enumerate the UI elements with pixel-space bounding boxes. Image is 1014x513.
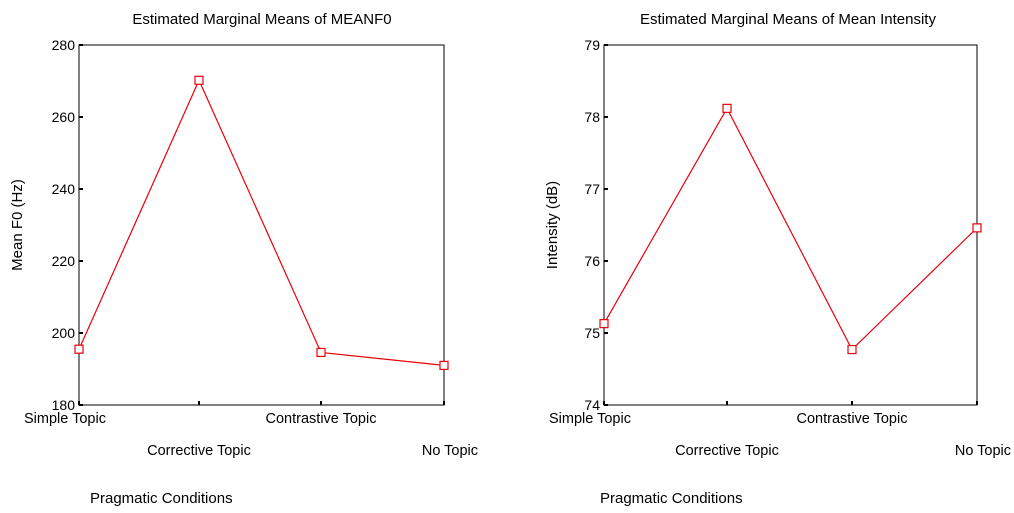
series-line-group bbox=[74, 75, 449, 370]
y-tick-label: 240 bbox=[52, 181, 76, 197]
data-point-marker bbox=[194, 75, 204, 85]
x-tick-label: No Topic bbox=[955, 443, 1011, 459]
data-point-marker bbox=[74, 344, 84, 354]
data-point-marker bbox=[439, 360, 449, 370]
data-point-marker bbox=[972, 223, 982, 233]
series-line-group bbox=[599, 103, 982, 355]
y-tick-label: 74 bbox=[584, 397, 600, 413]
y-tick-label: 280 bbox=[52, 37, 76, 53]
data-point-marker bbox=[847, 344, 857, 355]
chart-panel-meanf0: Estimated Marginal Means of MEANF0 Mean … bbox=[9, 11, 478, 507]
chart-title: Estimated Marginal Means of Mean Intensi… bbox=[640, 11, 936, 28]
data-point-marker bbox=[722, 103, 732, 113]
x-tick-label: No Topic bbox=[422, 443, 478, 459]
x-axis-label: Pragmatic Conditions bbox=[600, 490, 743, 507]
x-tick-label: Corrective Topic bbox=[147, 443, 251, 459]
y-ticks: 74 75 76 77 78 79 bbox=[584, 37, 608, 413]
y-tick-label: 75 bbox=[584, 325, 600, 341]
y-ticks: 180 200 220 240 260 280 bbox=[52, 37, 83, 413]
y-tick-label: 220 bbox=[52, 253, 76, 269]
x-ticks: Simple Topic Corrective Topic Contrastive … bbox=[549, 401, 1011, 459]
data-point-marker bbox=[316, 347, 326, 358]
plot-frame bbox=[78, 44, 445, 406]
x-tick-label: Simple Topic bbox=[549, 411, 631, 427]
y-tick-label: 78 bbox=[584, 109, 600, 125]
chart-title: Estimated Marginal Means of MEANF0 bbox=[132, 11, 391, 28]
series-line bbox=[78, 78, 445, 366]
x-tick-label: Contrastive Topic bbox=[266, 411, 377, 427]
x-ticks: Simple Topic Corrective Topic Contrastive … bbox=[24, 401, 478, 459]
y-tick-label: 77 bbox=[584, 181, 600, 197]
chart-panel-intensity: Estimated Marginal Means of Mean Intensi… bbox=[544, 11, 1011, 507]
x-tick-label: Corrective Topic bbox=[675, 443, 779, 459]
data-point-marker bbox=[599, 319, 609, 329]
y-axis-label: Intensity (dB) bbox=[544, 181, 561, 269]
x-axis-label: Pragmatic Conditions bbox=[90, 490, 233, 507]
y-tick-label: 180 bbox=[52, 397, 76, 413]
x-tick-label: Simple Topic bbox=[24, 411, 106, 427]
y-axis-label: Mean F0 (Hz) bbox=[9, 179, 26, 271]
series-line bbox=[603, 107, 978, 351]
y-tick-label: 79 bbox=[584, 37, 600, 53]
y-tick-label: 260 bbox=[52, 109, 76, 125]
y-tick-label: 200 bbox=[52, 325, 76, 341]
y-tick-label: 76 bbox=[584, 253, 600, 269]
x-tick-label: Contrastive Topic bbox=[797, 411, 908, 427]
